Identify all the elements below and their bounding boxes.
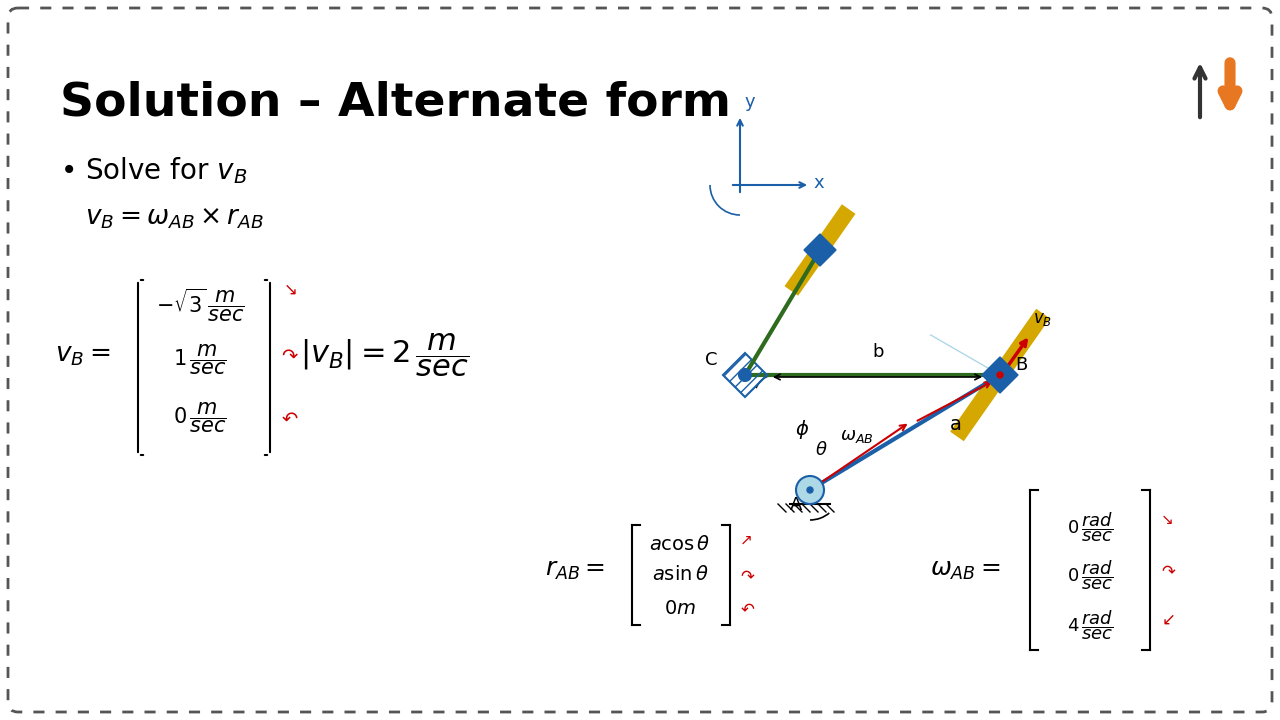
Text: $a\sin\theta$: $a\sin\theta$ xyxy=(652,565,708,585)
Circle shape xyxy=(796,476,824,504)
Text: $0m$: $0m$ xyxy=(664,598,696,618)
Text: $v_B$: $v_B$ xyxy=(1033,310,1052,328)
Text: $\searrow$: $\searrow$ xyxy=(280,281,297,299)
Text: $r_{AB} =$: $r_{AB} =$ xyxy=(545,558,605,582)
Text: $\nearrow$: $\nearrow$ xyxy=(737,533,753,547)
Circle shape xyxy=(989,365,1010,385)
Text: $\curvearrowleft$: $\curvearrowleft$ xyxy=(737,599,755,617)
Text: $v_B =$: $v_B =$ xyxy=(55,342,110,368)
Text: a: a xyxy=(950,415,961,434)
Text: $v_B = \omega_{AB} \times r_{AB}$: $v_B = \omega_{AB} \times r_{AB}$ xyxy=(84,205,264,231)
Text: $-\sqrt{3}\,\dfrac{m}{sec}$: $-\sqrt{3}\,\dfrac{m}{sec}$ xyxy=(155,287,244,323)
Text: x: x xyxy=(813,174,823,192)
Text: $0\,\dfrac{rad}{sec}$: $0\,\dfrac{rad}{sec}$ xyxy=(1066,510,1114,544)
Text: y: y xyxy=(745,93,755,111)
Text: $|v_B| = 2\,\dfrac{m}{sec}$: $|v_B| = 2\,\dfrac{m}{sec}$ xyxy=(300,331,470,379)
Text: Solution – Alternate form: Solution – Alternate form xyxy=(60,80,731,125)
Text: $\curvearrowright$: $\curvearrowright$ xyxy=(737,566,755,584)
Text: $a\cos\theta$: $a\cos\theta$ xyxy=(649,536,710,554)
Text: • Solve for $v_B$: • Solve for $v_B$ xyxy=(60,155,247,186)
Text: $\curvearrowleft$: $\curvearrowleft$ xyxy=(278,408,300,428)
Text: $1\,\dfrac{m}{sec}$: $1\,\dfrac{m}{sec}$ xyxy=(173,343,227,377)
Text: $\searrow$: $\searrow$ xyxy=(1158,513,1174,528)
Circle shape xyxy=(739,369,751,381)
Text: $\curvearrowright$: $\curvearrowright$ xyxy=(278,346,300,364)
Polygon shape xyxy=(982,357,1018,393)
Text: $\swarrow$: $\swarrow$ xyxy=(1158,611,1175,629)
Circle shape xyxy=(997,372,1004,378)
Text: C: C xyxy=(705,351,718,369)
Text: $4\,\dfrac{rad}{sec}$: $4\,\dfrac{rad}{sec}$ xyxy=(1066,608,1114,642)
Text: b: b xyxy=(872,343,883,361)
Text: $0\,\dfrac{m}{sec}$: $0\,\dfrac{m}{sec}$ xyxy=(173,401,227,436)
Text: $\theta$: $\theta$ xyxy=(815,441,828,459)
Text: $\phi$: $\phi$ xyxy=(795,418,809,441)
Text: $\omega_{AB}$: $\omega_{AB}$ xyxy=(840,427,873,445)
Text: $\omega_{AB} =$: $\omega_{AB} =$ xyxy=(931,558,1001,582)
Circle shape xyxy=(806,487,813,493)
Polygon shape xyxy=(804,234,836,266)
Text: A: A xyxy=(790,496,803,514)
Text: B: B xyxy=(1015,356,1028,374)
Text: $0\,\dfrac{rad}{sec}$: $0\,\dfrac{rad}{sec}$ xyxy=(1066,558,1114,592)
Text: $\curvearrowright$: $\curvearrowright$ xyxy=(1158,561,1176,579)
